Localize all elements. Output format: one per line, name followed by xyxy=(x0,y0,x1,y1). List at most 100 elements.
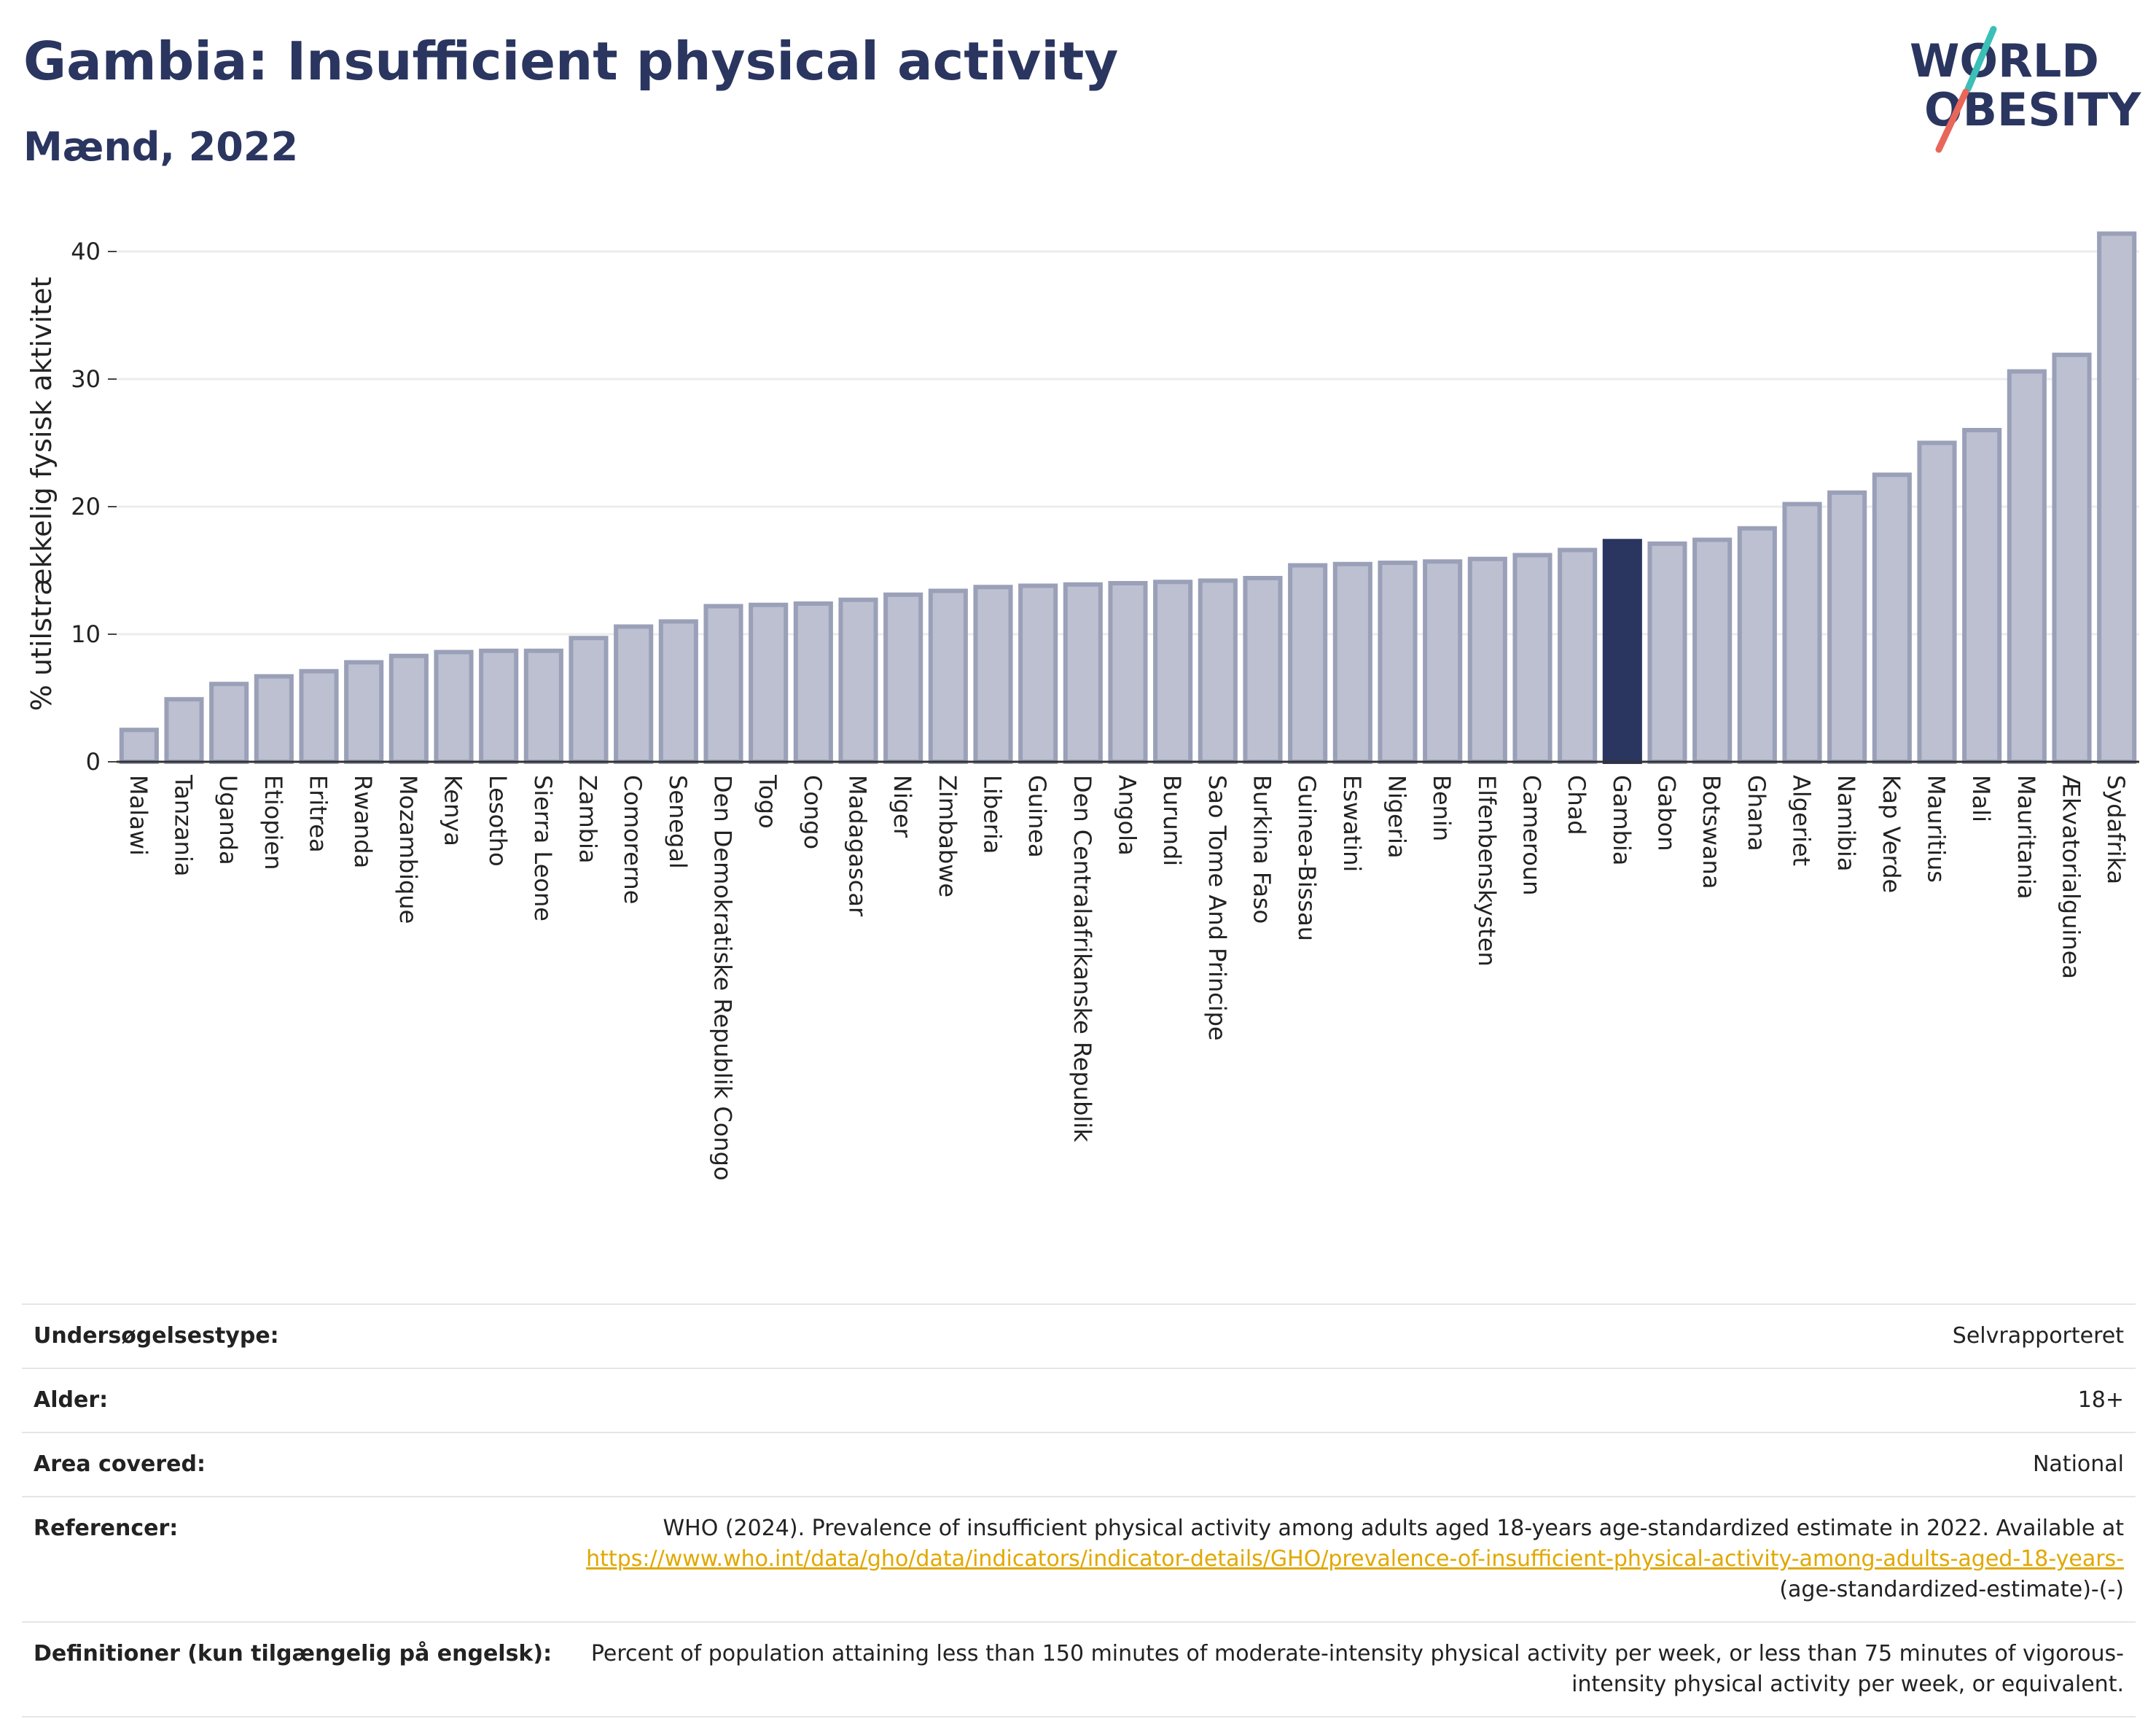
bar-chart: 0 10 20 30 40 Malawi Tanzania Uganda Etiopien Er… xyxy=(26,231,2139,1180)
bar xyxy=(1243,576,1283,764)
x-tick-label: Senegal xyxy=(664,775,692,869)
x-tick-label: Den Centralafrikanske Republik xyxy=(1069,775,1096,1142)
x-tick-label: Congo xyxy=(799,775,827,849)
bar xyxy=(928,588,968,764)
x-tick-label: Nigeria xyxy=(1383,775,1411,858)
x-tick-label: Elfenbenskysten xyxy=(1473,775,1501,967)
bar xyxy=(1558,547,1598,764)
bar xyxy=(344,660,384,764)
bar xyxy=(254,674,294,764)
bar xyxy=(658,619,698,764)
bars xyxy=(119,231,2137,764)
page-subtitle: Mænd, 2022 xyxy=(23,124,299,170)
info-label: Undersøgelsestype: xyxy=(34,1323,279,1349)
info-value: Selvrapporteret xyxy=(1952,1323,2124,1349)
info-table: Undersøgelsestype: Selvrapporteret Alder… xyxy=(22,1303,2136,1718)
x-tick-label: Mauritius xyxy=(1923,775,1950,883)
page-title: Gambia: Insufficient physical activity xyxy=(23,31,1119,92)
y-tick-label: 30 xyxy=(71,365,101,393)
bar xyxy=(838,597,878,764)
x-tick-label: Sao Tome And Principe xyxy=(1203,775,1231,1041)
x-tick-label: Etiopien xyxy=(259,775,287,870)
bar xyxy=(883,592,923,764)
bar xyxy=(299,668,339,764)
info-row-survey-type: Undersøgelsestype: Selvrapporteret xyxy=(22,1304,2136,1368)
x-tick-label: Benin xyxy=(1428,775,1456,841)
bar xyxy=(1512,553,1552,764)
bar xyxy=(1782,502,1822,764)
reference-suffix: (age-standardized-estimate)-(-) xyxy=(1779,1577,2124,1602)
bar xyxy=(1018,583,1058,764)
bar xyxy=(1827,490,1867,764)
x-tick-label: Mozambique xyxy=(394,775,422,924)
bar xyxy=(1467,556,1507,764)
x-tick-label: Cameroun xyxy=(1518,775,1546,895)
y-axis-label: % utilstrækkelig fysisk aktivitet xyxy=(26,277,58,711)
y-tick-label: 40 xyxy=(71,238,101,265)
bar xyxy=(2007,369,2047,764)
bar xyxy=(1917,440,1957,764)
x-tick-label: Zambia xyxy=(574,775,602,864)
reference-link[interactable]: https://www.who.int/data/gho/data/indica… xyxy=(586,1546,2124,1572)
bar xyxy=(1153,580,1193,764)
x-tick-label: Eswatini xyxy=(1338,775,1366,872)
x-tick-label: Botswana xyxy=(1698,775,1725,889)
bar xyxy=(1378,561,1418,764)
info-label: Referencer: xyxy=(34,1516,179,1541)
world-obesity-logo: WORLD OBESITY xyxy=(1910,26,2141,153)
bar xyxy=(1692,537,1733,764)
reference-text: WHO (2024). Prevalence of insufficient p… xyxy=(663,1516,2124,1541)
y-tick-label: 20 xyxy=(71,493,101,520)
x-tick-label: Gabon xyxy=(1653,775,1681,851)
logo-slash-teal xyxy=(1964,26,1997,93)
bar xyxy=(749,602,789,764)
info-row-area: Area covered: National xyxy=(22,1432,2136,1497)
x-tick-label: Eritrea xyxy=(305,775,332,853)
x-tick-label: Ækvatorialguinea xyxy=(2058,775,2085,979)
logo-slash-coral xyxy=(1935,88,1969,153)
y-tick-label: 0 xyxy=(86,748,101,776)
bar xyxy=(119,728,159,764)
bar xyxy=(523,648,563,764)
info-value: 18+ xyxy=(2077,1387,2124,1413)
logo-text-world: WORLD xyxy=(1910,34,2099,87)
x-tick-label: Angola xyxy=(1114,775,1141,856)
x-tick-label: Kap Verde xyxy=(1878,775,1905,893)
bar xyxy=(1872,472,1912,764)
x-tick-label: Namibia xyxy=(1832,775,1860,871)
definition-text: Percent of population attaining less tha… xyxy=(590,1641,2124,1697)
x-tick-label: Guinea xyxy=(1023,775,1051,858)
x-tick-label: Lesotho xyxy=(484,775,512,867)
bar xyxy=(479,648,519,764)
x-tick-label: Rwanda xyxy=(349,775,377,868)
x-tick-label: Madagascar xyxy=(844,775,872,917)
bar xyxy=(1063,582,1103,764)
x-tick-label: Burkina Faso xyxy=(1249,775,1276,924)
x-tick-label: Algeriet xyxy=(1788,775,1816,866)
info-label: Definitioner (kun tilgængelig på engelsk… xyxy=(34,1641,552,1666)
x-tick-label: Mali xyxy=(1967,775,1995,822)
x-tick-label: Sydafrika xyxy=(2102,775,2130,884)
bar xyxy=(1108,581,1148,764)
x-tick-label: Guinea-Bissau xyxy=(1293,775,1321,941)
y-tick-label: 10 xyxy=(71,620,101,648)
x-tick-label: Liberia xyxy=(979,775,1007,854)
info-row-references: Referencer: WHO (2024). Prevalence of in… xyxy=(22,1497,2136,1622)
bar xyxy=(973,585,1013,764)
x-tick-label: Uganda xyxy=(214,775,242,865)
info-row-age: Alder: 18+ xyxy=(22,1368,2136,1432)
bar xyxy=(2097,231,2137,764)
x-tick-label: Burundi xyxy=(1158,775,1186,866)
info-label: Alder: xyxy=(34,1387,109,1413)
x-tick-label: Zimbabwe xyxy=(934,775,961,897)
bar xyxy=(1198,578,1238,764)
x-tick-label: Sierra Leone xyxy=(529,775,557,921)
x-tick-label: Comorerne xyxy=(619,775,647,904)
bar xyxy=(2052,352,2092,764)
x-tick-label: Togo xyxy=(754,774,781,829)
x-tick-labels: Malawi Tanzania Uganda Etiopien Eritrea Rwand… xyxy=(125,774,2130,1180)
info-label: Area covered: xyxy=(34,1451,206,1477)
bar xyxy=(1737,526,1777,764)
bar xyxy=(614,624,654,764)
bar xyxy=(1647,541,1687,764)
